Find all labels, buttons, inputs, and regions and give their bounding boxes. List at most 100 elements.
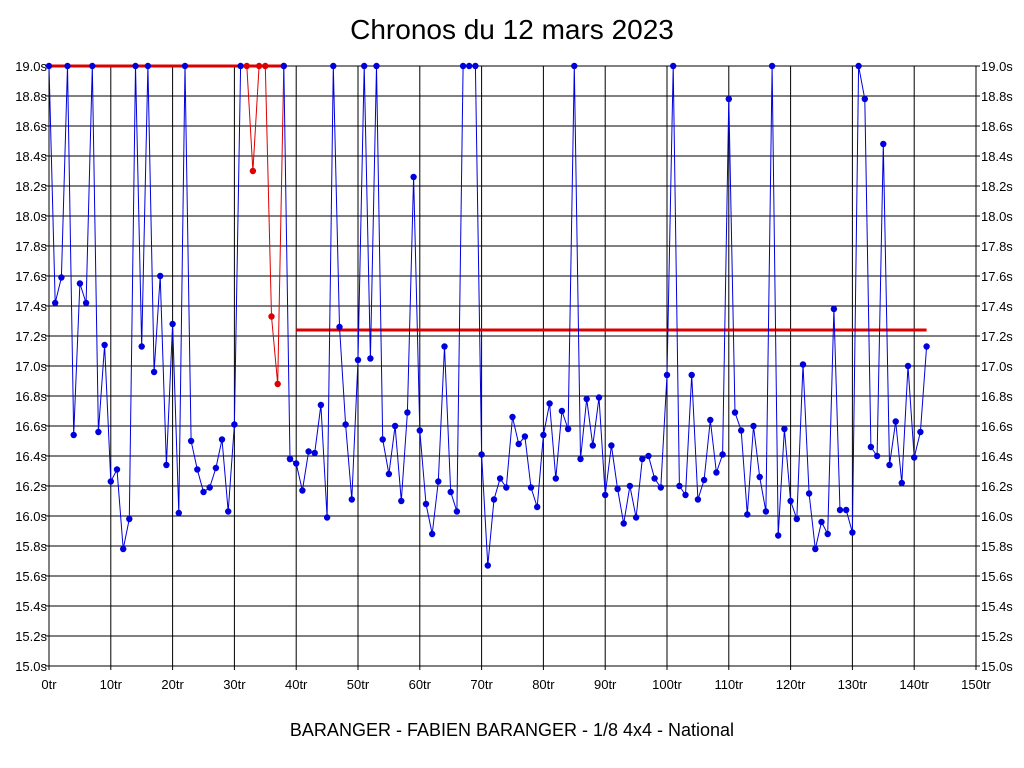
data-point (305, 448, 312, 455)
data-point (478, 451, 485, 458)
y-tick-label-right: 16.6s (981, 419, 1013, 434)
data-point (472, 62, 479, 70)
data-point (150, 368, 158, 376)
y-tick-label-right: 15.4s (981, 599, 1013, 614)
y-tick-label-left: 17.2s (15, 329, 47, 344)
y-tick-label-right: 16.0s (981, 509, 1013, 524)
data-point (632, 514, 640, 521)
data-point (416, 427, 423, 434)
y-tick-label-right: 18.6s (981, 119, 1013, 134)
data-point (583, 395, 590, 403)
data-point (82, 299, 90, 307)
data-point (95, 428, 102, 436)
data-point (243, 62, 250, 70)
data-point (379, 436, 386, 443)
y-tick-label-left: 18.2s (15, 179, 47, 194)
data-point (886, 461, 893, 469)
data-point (799, 361, 807, 368)
data-point (670, 62, 677, 70)
x-tick-label: 50tr (347, 677, 370, 692)
x-tick-label: 140tr (899, 677, 929, 692)
x-tick-label: 90tr (594, 677, 617, 692)
y-tick-label-right: 17.8s (981, 239, 1013, 254)
data-point (323, 514, 331, 521)
data-point (348, 496, 355, 503)
data-point (608, 442, 615, 449)
data-point (589, 442, 596, 449)
y-tick-label-left: 19.0s (15, 59, 47, 74)
y-tick-label-left: 16.6s (15, 419, 47, 434)
data-point (157, 272, 164, 280)
data-point (731, 409, 739, 416)
data-point (293, 460, 300, 467)
data-point (805, 490, 813, 497)
data-point (496, 475, 504, 482)
data-point (521, 433, 529, 440)
data-point (509, 413, 516, 421)
x-tick-label: 10tr (100, 677, 123, 692)
data-point (120, 545, 127, 553)
data-point (163, 461, 170, 469)
y-tick-label-left: 15.4s (15, 599, 47, 614)
data-point (639, 455, 646, 463)
data-point (206, 484, 213, 491)
data-point (218, 436, 226, 443)
y-tick-label-right: 16.8s (981, 389, 1013, 404)
data-point (540, 431, 547, 439)
data-point (571, 62, 578, 70)
data-point (410, 173, 417, 181)
y-tick-label-right: 16.4s (981, 449, 1013, 464)
data-point (231, 421, 238, 428)
data-point (336, 323, 343, 331)
data-point (793, 515, 800, 523)
x-tick-label: 30tr (223, 677, 246, 692)
data-point (459, 62, 467, 70)
data-point (429, 530, 436, 538)
y-tick-label-left: 17.6s (15, 269, 47, 284)
x-tick-label: 70tr (470, 677, 493, 692)
data-point (311, 449, 318, 457)
data-point (70, 431, 77, 439)
data-point (620, 520, 627, 527)
data-point (768, 62, 776, 70)
x-tick-label: 60tr (409, 677, 432, 692)
data-point (546, 400, 553, 407)
data-point (515, 440, 522, 448)
x-tick-label: 0tr (41, 677, 57, 692)
y-tick-label-left: 18.6s (15, 119, 47, 134)
data-point (830, 305, 838, 313)
data-point (614, 485, 621, 493)
data-point (527, 484, 535, 491)
data-point (534, 503, 541, 511)
y-tick-label-right: 17.6s (981, 269, 1013, 284)
data-point (904, 362, 912, 370)
y-tick-label-right: 18.0s (981, 209, 1013, 224)
data-point (756, 473, 763, 481)
data-point (169, 320, 176, 328)
x-tick-label: 20tr (161, 677, 184, 692)
data-point (58, 274, 65, 281)
data-point (855, 62, 862, 70)
data-point (818, 518, 825, 526)
data-point (552, 475, 559, 482)
y-tick-label-left: 17.4s (15, 299, 47, 314)
data-point (564, 425, 572, 433)
data-point (175, 509, 182, 517)
y-tick-label-left: 15.2s (15, 629, 47, 644)
y-tick-label-left: 15.0s (15, 659, 47, 674)
data-point (892, 418, 899, 425)
data-point (824, 530, 831, 538)
data-point (447, 488, 454, 496)
data-point (181, 62, 189, 70)
data-point (144, 62, 152, 70)
data-point (255, 62, 263, 70)
data-point (274, 380, 281, 388)
data-point (237, 62, 244, 70)
data-point (602, 491, 609, 499)
data-point (453, 508, 461, 515)
data-point (595, 394, 603, 401)
data-point (713, 469, 720, 476)
data-point (280, 62, 287, 70)
data-point (52, 299, 59, 307)
